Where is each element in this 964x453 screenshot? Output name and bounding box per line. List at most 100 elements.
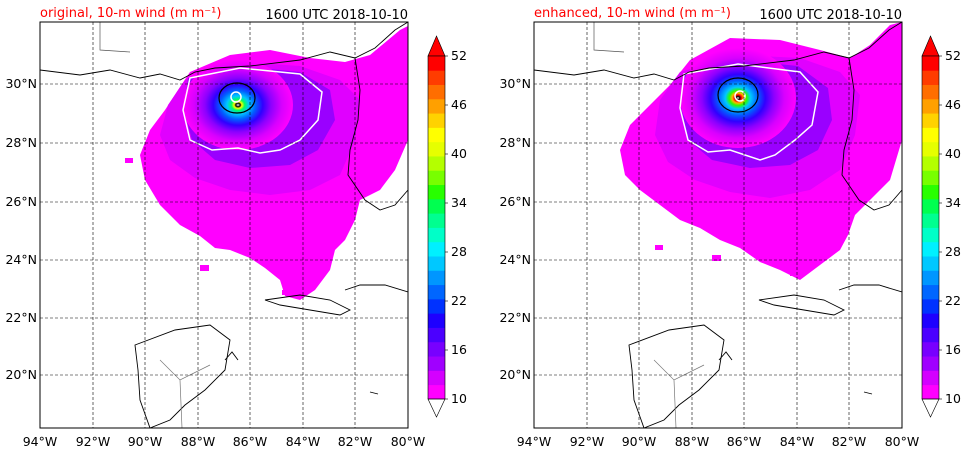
right-colorbar: 52 46 40 34 28 22 16 10 bbox=[921, 35, 961, 418]
right-colorbar-segment bbox=[922, 113, 939, 128]
left-colorbar-tick-label: 22 bbox=[451, 293, 467, 308]
right-colorbar-segment bbox=[922, 127, 939, 143]
left-white-contour bbox=[182, 67, 323, 154]
left-colorbar-max-extend bbox=[427, 35, 446, 57]
right-map-frame bbox=[533, 21, 903, 429]
left-colorbar-segment bbox=[428, 356, 445, 371]
left-map bbox=[40, 22, 408, 428]
left-colorbar-tick-label: 16 bbox=[451, 342, 467, 357]
right-lon-tick-label: 88°W bbox=[675, 434, 710, 449]
left-coastlines bbox=[40, 22, 408, 428]
left-colorbar-tick-label: 28 bbox=[451, 244, 467, 259]
left-colorbar-segment bbox=[428, 227, 445, 243]
right-colorbar-segment bbox=[922, 56, 939, 71]
right-colorbar-min-extend bbox=[921, 398, 940, 418]
left-colorbar-segment bbox=[428, 256, 445, 271]
right-colorbar-tick-label: 16 bbox=[945, 342, 961, 357]
right-lon-tick-label: 84°W bbox=[780, 434, 815, 449]
left-colorbar-segment bbox=[428, 384, 445, 400]
right-colorbar-segment bbox=[922, 384, 939, 400]
left-panel-title: original, 10-m wind (m m⁻¹) bbox=[40, 6, 221, 21]
right-colorbar-tick-label: 28 bbox=[945, 244, 961, 259]
left-panel-time: 1600 UTC 2018-10-10 bbox=[265, 8, 408, 23]
right-colorbar-segment bbox=[922, 184, 939, 200]
left-lat-tick-label: 30°N bbox=[5, 76, 37, 91]
left-colorbar-tick-label: 52 bbox=[451, 48, 467, 63]
right-colorbar-segment bbox=[922, 84, 939, 100]
left-lat-tick-label: 24°N bbox=[5, 252, 37, 267]
right-lon-tick-label: 90°W bbox=[622, 434, 657, 449]
left-colorbar-segment bbox=[428, 98, 445, 114]
left-colorbar-segment bbox=[428, 170, 445, 186]
left-colorbar-segment bbox=[428, 341, 445, 357]
left-colorbar-min-extend bbox=[427, 398, 446, 418]
left-colorbar-segment bbox=[428, 156, 445, 171]
left-lon-tick-label: 90°W bbox=[128, 434, 163, 449]
left-lon-tick-label: 84°W bbox=[286, 434, 321, 449]
left-colorbar-segment bbox=[428, 84, 445, 100]
left-lon-tick-label: 92°W bbox=[76, 434, 111, 449]
left-colorbar-segment bbox=[428, 327, 445, 343]
right-colorbar-tick-label: 22 bbox=[945, 293, 961, 308]
left-colorbar-segment bbox=[428, 313, 445, 328]
left-colorbar-segment bbox=[428, 241, 445, 257]
right-colorbar-segment bbox=[922, 213, 939, 228]
right-white-contour bbox=[679, 63, 819, 161]
left-lat-tick-label: 20°N bbox=[5, 367, 37, 382]
right-colorbar-segment bbox=[922, 298, 939, 314]
right-lat-tick-label: 22°N bbox=[499, 310, 531, 325]
left-colorbar-segment bbox=[428, 284, 445, 300]
left-colorbar-segment bbox=[428, 184, 445, 200]
left-graticule bbox=[40, 22, 408, 428]
left-lat-tick-label: 26°N bbox=[5, 194, 37, 209]
right-graticule bbox=[534, 22, 902, 428]
left-lon-tick-label: 86°W bbox=[233, 434, 268, 449]
left-colorbar-segment bbox=[428, 70, 445, 85]
right-colorbar-tick-label: 52 bbox=[945, 48, 961, 63]
right-colorbar-max-extend bbox=[921, 35, 940, 57]
left-colorbar-tick-label: 34 bbox=[451, 195, 467, 210]
right-colorbar-tick-label: 46 bbox=[945, 97, 961, 112]
right-lat-tick-label: 28°N bbox=[499, 135, 531, 150]
left-colorbar-tick-label: 10 bbox=[451, 391, 467, 406]
right-colorbar-segment bbox=[922, 141, 939, 157]
right-lat-tick-label: 30°N bbox=[499, 76, 531, 91]
right-colorbar-tick-label: 34 bbox=[945, 195, 961, 210]
left-lon-tick-label: 94°W bbox=[23, 434, 58, 449]
left-map-frame bbox=[39, 21, 409, 429]
right-lat-tick-label: 26°N bbox=[499, 194, 531, 209]
right-colorbar-segment bbox=[922, 70, 939, 85]
right-colorbar-segment bbox=[922, 198, 939, 214]
right-coastlines bbox=[534, 22, 902, 428]
left-lon-tick-label: 80°W bbox=[391, 434, 426, 449]
right-colorbar-tick-label: 10 bbox=[945, 391, 961, 406]
right-colorbar-segment bbox=[922, 270, 939, 286]
left-lat-tick-label: 22°N bbox=[5, 310, 37, 325]
right-colorbar-segment bbox=[922, 227, 939, 243]
right-colorbar-segment bbox=[922, 256, 939, 271]
left-lon-tick-label: 88°W bbox=[181, 434, 216, 449]
right-colorbar-segment bbox=[922, 241, 939, 257]
right-colorbar-segment bbox=[922, 356, 939, 371]
right-colorbar-segment bbox=[922, 98, 939, 114]
left-colorbar-segment bbox=[428, 141, 445, 157]
right-panel-time: 1600 UTC 2018-10-10 bbox=[759, 8, 902, 23]
right-lat-tick-label: 20°N bbox=[499, 367, 531, 382]
right-colorbar-segment bbox=[922, 156, 939, 171]
left-colorbar-segment bbox=[428, 127, 445, 143]
right-colorbar-segment bbox=[922, 170, 939, 186]
left-lon-tick-label: 82°W bbox=[338, 434, 373, 449]
left-colorbar-segment bbox=[428, 213, 445, 228]
left-colorbar-tick-label: 46 bbox=[451, 97, 467, 112]
right-colorbar-segment bbox=[922, 341, 939, 357]
left-colorbar-segment bbox=[428, 113, 445, 128]
right-map bbox=[534, 22, 902, 428]
left-colorbar-tick-label: 40 bbox=[451, 146, 467, 161]
right-panel-title: enhanced, 10-m wind (m m⁻¹) bbox=[534, 6, 731, 21]
right-lon-tick-label: 94°W bbox=[517, 434, 552, 449]
left-colorbar-segment bbox=[428, 298, 445, 314]
right-lat-tick-label: 24°N bbox=[499, 252, 531, 267]
right-lon-tick-label: 80°W bbox=[885, 434, 920, 449]
left-colorbar-segment bbox=[428, 270, 445, 286]
